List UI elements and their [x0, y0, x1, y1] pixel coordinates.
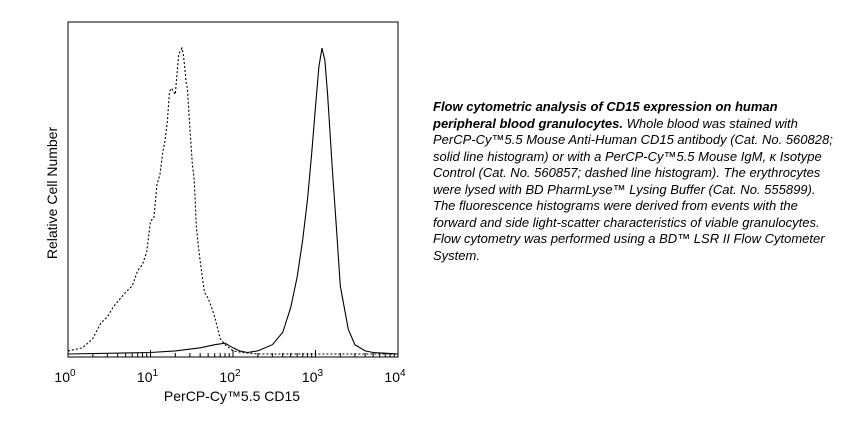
caption-title: Flow cytometric analysis of CD15 express…	[433, 99, 778, 131]
cd15-histogram	[67, 47, 399, 355]
x-axis-label: PerCP-Cy™5.5 CD15	[164, 388, 300, 404]
x-tick-label: 104	[384, 368, 406, 385]
x-axis-tick-labels: 100 101 102 103 104	[54, 368, 406, 385]
isotype-control-histogram	[67, 46, 398, 355]
figure-caption: Flow cytometric analysis of CD15 express…	[433, 99, 838, 264]
x-tick-label: 103	[302, 368, 324, 385]
x-tick-label: 102	[219, 368, 241, 385]
y-axis-label: Relative Cell Number	[44, 127, 60, 260]
x-tick-label: 100	[54, 368, 76, 385]
plot-frame	[67, 21, 399, 358]
histogram-chart: 100 101 102 103 104 PerCP-Cy™5.5 CD15 Relati…	[44, 21, 406, 404]
caption-body: Whole blood was stained with PerCP-Cy™5.…	[433, 115, 833, 263]
x-tick-label: 101	[137, 368, 159, 385]
series-layer	[67, 46, 399, 355]
